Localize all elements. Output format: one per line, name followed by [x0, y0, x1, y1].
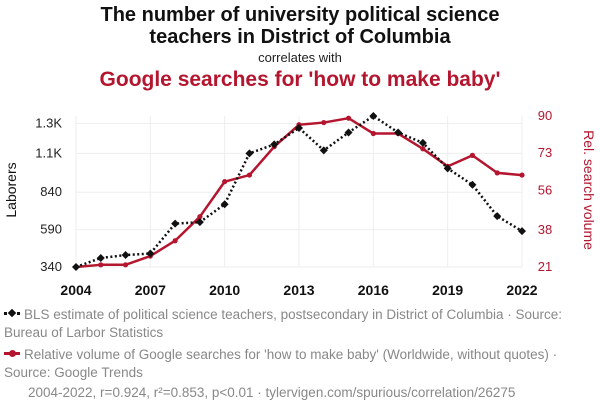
left-tick-label: 1.3K [35, 115, 62, 130]
teachers-point [493, 212, 502, 221]
search-volume-point [321, 119, 327, 126]
right-tick-label: 90 [538, 108, 552, 123]
search-volume-point [469, 152, 476, 158]
x-axis-ticks: 2004 2007 2010 2013 2016 2019 2022 [60, 282, 537, 298]
search-volume-point [246, 172, 253, 178]
search-volume-point [197, 214, 203, 220]
gridlines [75, 116, 523, 268]
left-tick-label: 1.1K [35, 145, 62, 160]
search-volume-point [98, 262, 104, 268]
x-tick-label: 2019 [432, 282, 463, 298]
correlates-with-label: correlates with [258, 50, 342, 65]
x-tick-label: 2007 [135, 282, 166, 298]
teachers-point [468, 180, 477, 189]
left-axis-label: Laborers [3, 162, 19, 217]
x-tick-label: 2022 [506, 282, 537, 298]
legend-item-searches: Relative volume of Google searches for '… [4, 346, 564, 382]
right-tick-label: 38 [538, 222, 552, 237]
left-tick-label: 840 [40, 184, 62, 199]
search-volume-point [172, 238, 178, 244]
legend-swatch-solid-line [4, 349, 20, 357]
search-volume-point [420, 146, 426, 152]
teachers-point [344, 128, 353, 137]
legend-label-teachers: BLS estimate of political science teache… [4, 307, 562, 340]
left-tick-label: 590 [40, 222, 62, 237]
chart-title-line-2: teachers in District of Columbia [149, 26, 451, 48]
x-tick-label: 2004 [60, 282, 91, 298]
teachers-point [245, 149, 254, 158]
search-volume-point [345, 115, 352, 121]
teachers-point [270, 140, 279, 149]
teachers-point [121, 251, 130, 260]
left-axis-ticks: 340 590 840 1.1K 1.3K [35, 115, 62, 274]
right-tick-label: 73 [538, 145, 552, 160]
teachers-point [443, 164, 452, 173]
teachers-point [195, 218, 204, 227]
legend-circle-marker [9, 349, 16, 357]
right-axis-label: Rel. search volume [581, 130, 597, 250]
search-volume-point [370, 130, 376, 137]
teachers-point [72, 263, 80, 271]
teachers-point [418, 138, 427, 147]
legend-item-teachers: BLS estimate of political science teache… [4, 306, 594, 342]
legend-label-searches: Relative volume of Google searches for '… [4, 347, 558, 380]
teachers-point [220, 200, 229, 209]
search-volume-point [519, 172, 525, 178]
search-volume-point [494, 170, 500, 176]
legend-diamond-marker [7, 308, 17, 318]
teachers-point [369, 112, 378, 120]
teachers-point [96, 254, 105, 263]
chart-title-line-1: The number of university political scien… [100, 4, 500, 26]
teachers-point [295, 123, 303, 132]
teachers-point [518, 227, 526, 236]
teachers-point [394, 128, 403, 137]
chart-title-line-3: Google searches for 'how to make baby' [99, 68, 501, 91]
teachers-point [171, 219, 180, 228]
search-volume-point [122, 262, 129, 268]
legend-swatch-dotted-line [4, 308, 20, 318]
x-tick-label: 2013 [283, 282, 314, 298]
x-tick-label: 2016 [358, 282, 389, 298]
footer-stats: 2004-2022, r=0.924, r²=0.853, p<0.01 · t… [28, 385, 516, 400]
teachers-series [72, 112, 526, 271]
right-tick-label: 56 [538, 182, 552, 197]
correlation-chart: 340 590 840 1.1K 1.3K 21 38 56 73 90 2004 2007 201… [3, 108, 597, 298]
search-volume-point [222, 179, 228, 185]
teachers-point [319, 146, 328, 155]
teachers-point [146, 249, 155, 258]
right-tick-label: 21 [538, 259, 552, 274]
x-tick-label: 2010 [209, 282, 240, 298]
right-axis-ticks: 21 38 56 73 90 [538, 108, 552, 274]
left-tick-label: 340 [40, 259, 62, 274]
